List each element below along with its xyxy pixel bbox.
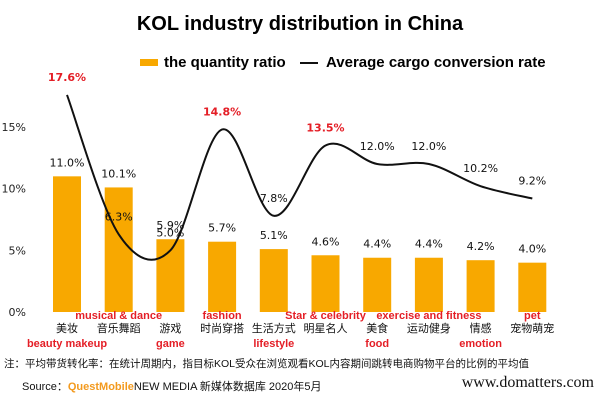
line-layer: 17.6% 6.3% 5.0% 14.8% 7.8% 13.5% 12.0% 12.0% 10.… — [48, 71, 546, 261]
watermark-url: www.domatters.com — [461, 374, 594, 391]
category-label-en: exercise and fitness — [376, 310, 481, 322]
category-label-cn: 时尚穿搭 — [200, 321, 244, 335]
category-label-en: game — [156, 338, 185, 350]
line-value-label: 10.2% — [463, 162, 498, 175]
footnote: 注：平均带货转化率：在统计周期内，指目标KOL受众在浏览观看KOL内容期间跳转电… — [4, 358, 530, 370]
legend-bar-swatch — [140, 59, 158, 66]
category-label-cn: 美妆 — [56, 322, 78, 335]
bar-value-label: 10.1% — [101, 167, 136, 180]
source-rest: NEW MEDIA 新媒体数据库 2020年5月 — [133, 381, 322, 393]
category-label-cn: 情感 — [470, 322, 492, 335]
category-label-en: musical & dance — [75, 310, 162, 322]
line-value-label: 12.0% — [360, 140, 395, 153]
category-label-cn: 生活方式 — [252, 321, 296, 335]
line-value-label: 7.8% — [260, 192, 288, 205]
bar — [414, 257, 443, 312]
line-value-label: 9.2% — [518, 175, 546, 188]
category-label-cn: 明星名人 — [304, 321, 348, 335]
bar — [104, 187, 133, 312]
bar — [311, 255, 340, 312]
legend-line-label: Average cargo conversion rate — [326, 54, 546, 71]
bar — [53, 176, 81, 312]
legend-bar-label: the quantity ratio — [164, 54, 286, 71]
line-value-label: 13.5% — [306, 122, 344, 135]
category-label-en: lifestyle — [253, 338, 294, 350]
category-label-cn: 音乐舞蹈 — [97, 321, 141, 335]
bar-value-label: 4.0% — [518, 243, 546, 256]
line-value-label: 14.8% — [203, 105, 241, 118]
category-label-cn: 宠物萌宠 — [510, 321, 554, 335]
y-tick-label: 15% — [2, 121, 26, 134]
y-tick-label: 10% — [2, 183, 26, 196]
y-tick-label: 5% — [9, 244, 26, 257]
bar — [259, 249, 288, 312]
category-label-cn: 运动健身 — [407, 321, 451, 335]
bar-value-label: 4.2% — [467, 240, 495, 253]
category-label-en: emotion — [459, 338, 502, 350]
legend: the quantity ratio Average cargo convers… — [140, 54, 546, 71]
bar — [518, 262, 547, 312]
source-prefix: Source： — [22, 381, 68, 393]
bar — [466, 260, 495, 312]
bar-value-label: 4.4% — [415, 238, 443, 251]
category-label-en: food — [365, 338, 389, 350]
bar-value-label: 4.6% — [312, 235, 340, 248]
line-value-label: 6.3% — [105, 210, 133, 223]
source-line: Source：QuestMobileNEW MEDIA 新媒体数据库 2020年… — [22, 378, 322, 394]
bar-value-label: 11.0% — [50, 156, 85, 169]
category-label-en: fashion — [203, 310, 242, 322]
bar — [363, 257, 392, 312]
category-label-en: pet — [524, 310, 541, 322]
line-value-label: 12.0% — [411, 140, 446, 153]
y-tick-label: 0% — [9, 306, 26, 319]
bar-value-label: 5.9% — [156, 219, 184, 232]
y-axis: 0% 5% 10% 15% — [2, 121, 26, 319]
category-label-en: Star & celebrity — [285, 310, 367, 322]
line-value-label: 17.6% — [48, 71, 86, 84]
category-label-cn: 游戏 — [159, 322, 181, 335]
source-brand: QuestMobile — [67, 381, 134, 393]
category-label-en: beauty makeup — [27, 338, 107, 350]
bar-value-label: 5.1% — [260, 229, 288, 242]
bars-layer: 11.0% 10.1% 5.9% 5.7% 5.1% 4.6% 4.4% 4.4% 4.2% 4.… — [50, 156, 547, 312]
category-label-cn: 美食 — [366, 321, 388, 335]
bar — [208, 241, 237, 312]
bar-value-label: 4.4% — [363, 238, 391, 251]
bar-value-label: 5.7% — [208, 222, 236, 235]
chart-title: KOL industry distribution in China — [137, 13, 464, 35]
conversion-rate-line — [66, 94, 533, 261]
line-value-label: 5.0% — [156, 226, 184, 239]
